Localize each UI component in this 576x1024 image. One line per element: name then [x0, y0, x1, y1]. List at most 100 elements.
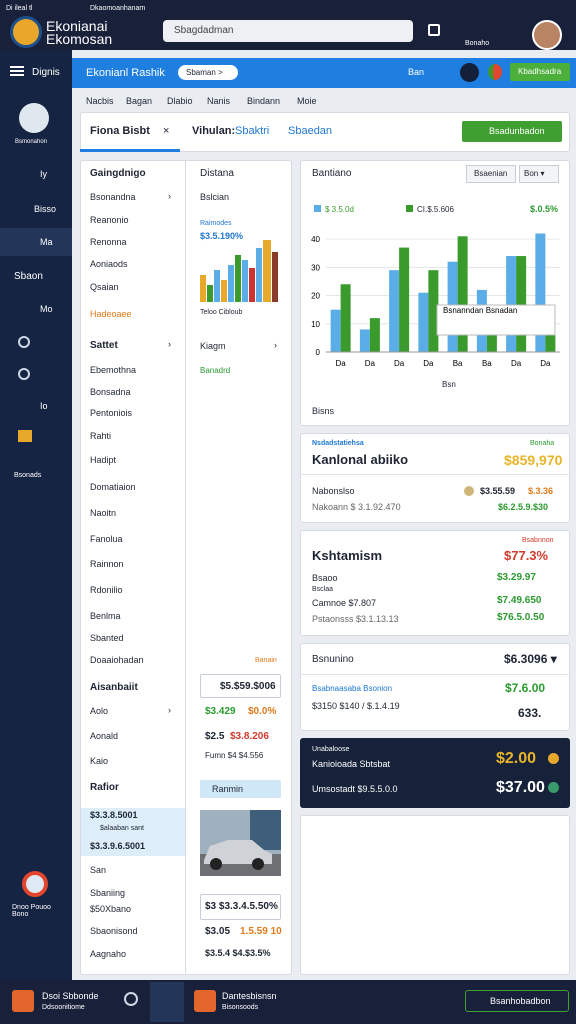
- selected-row[interactable]: [81, 808, 185, 856]
- tab[interactable]: Dlabio: [167, 96, 193, 106]
- icon[interactable]: [18, 430, 32, 442]
- user-label: Bonaho: [465, 40, 490, 47]
- list-item[interactable]: Aolo: [90, 706, 109, 716]
- row-label: Pstaonsss $3.1.13.13: [312, 614, 399, 624]
- icon[interactable]: [124, 992, 138, 1006]
- list-item[interactable]: Rainnon: [90, 559, 124, 569]
- legend-label: CI.$.5.606: [417, 205, 454, 214]
- sidebar-item[interactable]: Mo: [40, 304, 53, 314]
- legend-label: $ 3.5.0d: [325, 205, 354, 214]
- list-item[interactable]: Aonald: [90, 731, 119, 741]
- toolbar-button-label: Bsadunbadon: [489, 126, 545, 136]
- bottom-bar: [0, 980, 576, 1024]
- card-value: $37.00: [496, 779, 545, 796]
- list-item[interactable]: Sbaonisond: [90, 926, 138, 936]
- row-value: $3.55.59: [480, 486, 516, 496]
- x-axis-label: Bsn: [442, 380, 456, 389]
- list-item[interactable]: Rahti: [90, 431, 112, 441]
- list-item[interactable]: Aoniaods: [90, 259, 128, 269]
- close-icon[interactable]: ×: [163, 125, 170, 137]
- list-item[interactable]: Reanonio: [90, 215, 129, 225]
- card-footer[interactable]: Bisns: [312, 406, 335, 416]
- bottom-button[interactable]: [465, 990, 569, 1012]
- list-item[interactable]: Renonna: [90, 237, 127, 247]
- y-tick-label: 40: [311, 235, 320, 244]
- toolbar-tab[interactable]: Sbaedan: [288, 125, 333, 137]
- list-item[interactable]: Pentoniois: [90, 408, 133, 418]
- dropdown[interactable]: [466, 165, 516, 183]
- bar: [399, 247, 410, 352]
- list-item[interactable]: Sbanted: [90, 633, 124, 643]
- search-box[interactable]: [163, 20, 413, 42]
- list-item[interactable]: Doaaiohadan: [90, 655, 144, 665]
- icon[interactable]: [18, 336, 30, 348]
- value: $3.5.4 $4.$3.5%: [205, 948, 271, 958]
- mini-legend: Teloo Cibloub: [200, 309, 243, 316]
- bottom-title: Dsoi Sbbonde: [42, 991, 99, 1001]
- list-item-alert[interactable]: Hadeoaee: [90, 309, 132, 319]
- value-box[interactable]: [200, 894, 281, 920]
- link[interactable]: Banadrd: [200, 366, 231, 375]
- sidebar-item[interactable]: Sbaon: [14, 271, 43, 282]
- card-value: $77.3%: [504, 548, 549, 563]
- toolbar-tab-value: Sbaktri: [235, 125, 270, 137]
- list-item[interactable]: Domatiaion: [90, 482, 136, 492]
- list-item[interactable]: Bsonandna: [90, 192, 136, 202]
- sidebar-item[interactable]: Ma: [40, 237, 53, 247]
- list-item[interactable]: Benlma: [90, 611, 121, 621]
- list-heading: Aisanbaiit: [90, 682, 138, 693]
- dropdown[interactable]: [519, 165, 559, 183]
- row-label: Bsclaa: [312, 586, 334, 593]
- list-item[interactable]: Bonsadna: [90, 387, 131, 397]
- icon[interactable]: [18, 368, 30, 380]
- tab[interactable]: Bagan: [126, 96, 153, 106]
- list-item[interactable]: Hadipt: [90, 455, 117, 465]
- menu-icon[interactable]: [10, 66, 24, 68]
- list-item[interactable]: Ebemothna: [90, 365, 137, 375]
- sidebar-item[interactable]: Dignis: [32, 67, 60, 78]
- tab[interactable]: Bindann: [247, 96, 281, 106]
- icon[interactable]: [428, 24, 440, 36]
- list-item[interactable]: Qsaian: [90, 282, 119, 292]
- row-label: Umsostadt $9.5.5.0.0: [312, 784, 398, 794]
- row-value: $6.2.5.9.$30: [498, 502, 549, 512]
- pill[interactable]: [178, 65, 238, 80]
- x-tick-label: Ba: [482, 359, 492, 368]
- note: Banain: [255, 657, 277, 664]
- list-item[interactable]: Kaio: [90, 756, 109, 766]
- value-box[interactable]: [200, 674, 281, 698]
- row-value: $.3.36: [528, 486, 554, 496]
- sidebar-item[interactable]: Bsonads: [14, 472, 42, 479]
- list-item[interactable]: Rdonilio: [90, 585, 123, 595]
- sidebar-item[interactable]: Bisso: [34, 204, 57, 214]
- list-item[interactable]: Fanolua: [90, 534, 123, 544]
- list-item[interactable]: Aagnaho: [90, 949, 127, 959]
- tab[interactable]: Nanis: [207, 96, 231, 106]
- card-tag: Bsabnnon: [522, 537, 554, 544]
- icon[interactable]: [460, 63, 479, 82]
- list-item[interactable]: San: [90, 865, 107, 875]
- tab[interactable]: Moie: [297, 96, 317, 106]
- column-heading: Distana: [200, 168, 234, 179]
- x-tick-label: Da: [511, 359, 522, 368]
- toolbar-button[interactable]: [462, 121, 562, 142]
- toolbar-tab[interactable]: Fiona Bisbt: [90, 125, 150, 137]
- list-item[interactable]: Naoitn: [90, 508, 117, 518]
- sidebar-item[interactable]: Io: [40, 401, 48, 411]
- chevron: ›: [168, 705, 171, 715]
- column-sub: Bslcian: [200, 192, 230, 202]
- divider: [300, 674, 570, 675]
- toolbar-tab[interactable]: Vihulan:: [192, 125, 236, 137]
- header-button[interactable]: [510, 63, 570, 81]
- list-item[interactable]: $50Xbano: [90, 904, 132, 914]
- sidebar-item[interactable]: Iy: [40, 169, 48, 179]
- icon-bg[interactable]: [150, 982, 184, 1022]
- card-title: Bantiano: [312, 168, 352, 179]
- list-item[interactable]: Sbaniing: [90, 888, 126, 898]
- selected-text: $3.3.9.6.5001: [90, 841, 146, 851]
- avatar[interactable]: [532, 20, 562, 50]
- tab[interactable]: Nacbis: [86, 96, 114, 106]
- icon[interactable]: [488, 64, 502, 80]
- selected-text: $3.3.8.5001: [90, 810, 138, 820]
- value-box-text: $3 $3.3.4.5.50%: [205, 901, 278, 912]
